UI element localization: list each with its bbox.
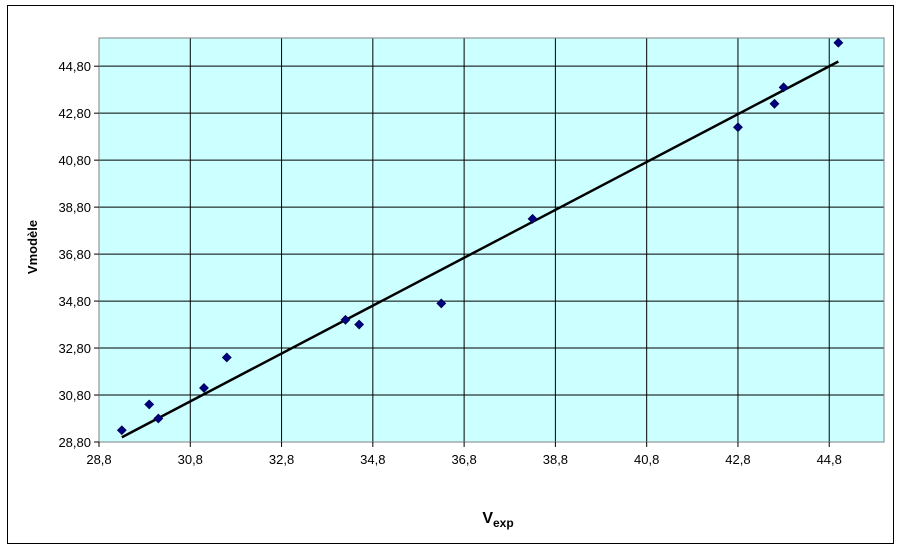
y-tick-label: 28,80 xyxy=(58,435,91,450)
x-tick-label: 44,8 xyxy=(817,452,842,467)
y-axis-ticks: 28,80 30,80 32,80 34,80 36,80 38,80 40,80 42,80… xyxy=(58,59,99,450)
x-tick-label: 34,8 xyxy=(360,452,385,467)
x-tick-label: 28,8 xyxy=(86,452,111,467)
data-point xyxy=(436,298,447,309)
y-tick-label: 36,80 xyxy=(58,247,91,262)
data-point xyxy=(769,98,780,109)
y-tick-label: 40,80 xyxy=(58,153,91,168)
y-tick-label: 42,80 xyxy=(58,106,91,121)
x-tick-label: 32,8 xyxy=(269,452,294,467)
data-point xyxy=(116,425,127,436)
x-tick-label: 36,8 xyxy=(451,452,476,467)
plot-border xyxy=(98,37,885,443)
x-tick-label: 40,8 xyxy=(634,452,659,467)
data-point xyxy=(221,352,232,363)
data-point xyxy=(527,213,538,224)
x-tick-label: 42,8 xyxy=(725,452,750,467)
y-tick-label: 44,80 xyxy=(58,59,91,74)
x-axis-title-subscript: exp xyxy=(493,516,514,530)
y-axis-title: Vmodèle xyxy=(25,220,40,274)
data-point xyxy=(153,413,164,424)
x-axis-ticks: 28,8 30,8 32,8 34,8 36,8 38,8 40,8 42,8 44,8 xyxy=(86,442,842,467)
x-tick-label: 30,8 xyxy=(178,452,203,467)
x-axis-title: Vexp xyxy=(482,510,513,530)
vertical-gridlines xyxy=(98,38,830,442)
data-point xyxy=(354,319,365,330)
data-point xyxy=(733,122,743,133)
data-point xyxy=(144,399,155,410)
data-point xyxy=(778,82,789,93)
y-tick-label: 32,80 xyxy=(58,341,91,356)
trendline xyxy=(121,60,839,439)
data-point xyxy=(833,37,844,48)
y-tick-label: 38,80 xyxy=(58,200,91,215)
data-point xyxy=(199,383,209,393)
x-tick-label: 38,8 xyxy=(543,452,568,467)
data-points xyxy=(116,37,844,436)
y-tick-label: 30,80 xyxy=(58,388,91,403)
x-axis-title-main: V xyxy=(482,510,493,527)
data-point xyxy=(340,314,351,325)
y-tick-label: 34,80 xyxy=(58,294,91,309)
